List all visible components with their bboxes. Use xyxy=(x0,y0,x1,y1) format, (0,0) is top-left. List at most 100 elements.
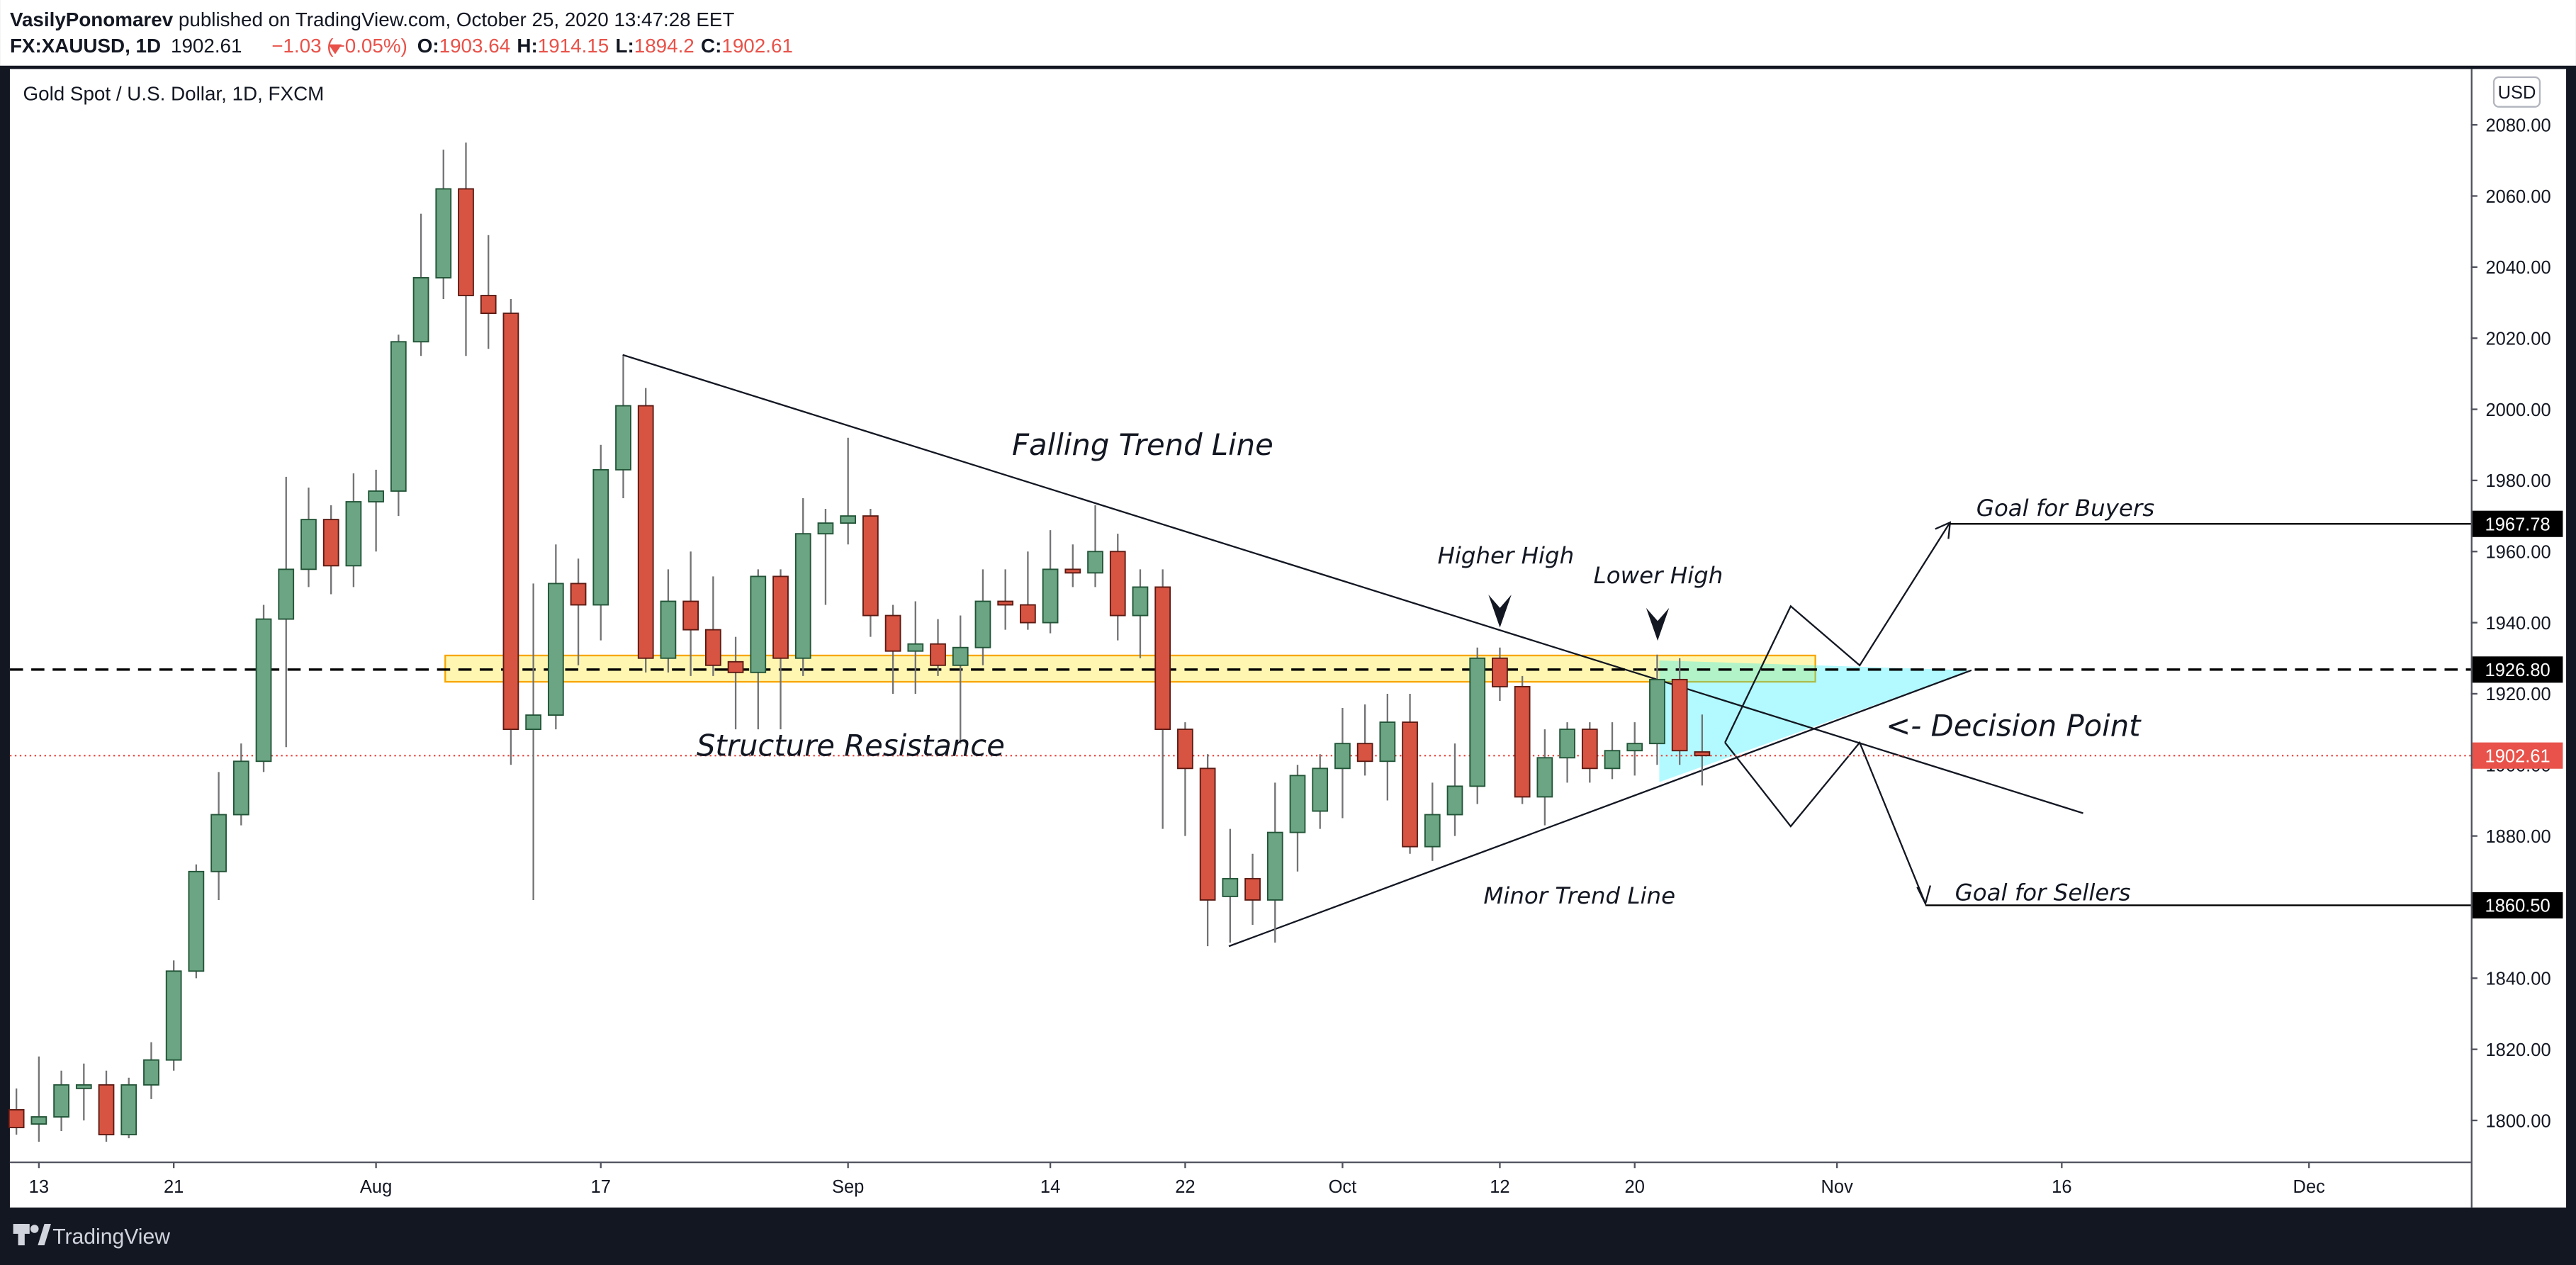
ohlc-value: 1894.2 xyxy=(634,35,694,57)
x-tick-label: 20 xyxy=(1625,1177,1645,1197)
arrow-head xyxy=(1916,885,1932,906)
candle-body xyxy=(570,583,587,606)
candle-body xyxy=(1402,721,1418,848)
x-tick-label: 17 xyxy=(591,1177,611,1197)
y-tick-label: 2080.00 xyxy=(2485,116,2550,135)
candle-body xyxy=(1334,743,1351,770)
y-tick-label: 2060.00 xyxy=(2485,187,2550,207)
arrow-head xyxy=(1935,521,1952,539)
candle-body xyxy=(840,515,857,524)
down-triangle xyxy=(328,44,342,55)
y-tick-label: 2000.00 xyxy=(2485,400,2550,420)
logo-part xyxy=(38,1224,51,1246)
candle-body xyxy=(1492,657,1508,687)
candle-body xyxy=(188,870,205,972)
minor-trend-line xyxy=(1228,669,1972,948)
candle-body xyxy=(1469,657,1486,787)
x-tick-label: 14 xyxy=(1040,1177,1060,1197)
candle-body xyxy=(412,276,429,343)
footer-brand: TradingView xyxy=(52,1225,170,1249)
price-label-bg xyxy=(2472,510,2563,537)
x-tick-label: Dec xyxy=(2293,1177,2326,1197)
y-tick-label: 1820.00 xyxy=(2485,1040,2550,1060)
y-tick-label: 1960.00 xyxy=(2485,543,2550,563)
sellers-path xyxy=(1724,741,1927,904)
price-label: 1967.78 xyxy=(2485,515,2550,534)
ohlc-value: 1902.61 xyxy=(721,35,792,57)
chart-title: Gold Spot / U.S. Dollar, 1D, FXCM xyxy=(23,82,325,104)
x-tick-label: Oct xyxy=(1329,1177,1357,1197)
published: published on TradingView.com, October 25… xyxy=(173,9,734,30)
candle-body xyxy=(75,1084,92,1089)
annotation: Minor Trend Line xyxy=(1483,882,1675,909)
y-tick-label: 1840.00 xyxy=(2485,969,2550,989)
price-label: 1926.80 xyxy=(2485,660,2550,680)
candle-body xyxy=(30,1116,47,1125)
header-bg xyxy=(0,0,2576,66)
candle-body xyxy=(615,405,631,471)
annotation: Higher High xyxy=(1437,542,1574,569)
ohlc-label: H: xyxy=(517,35,537,57)
candle-body xyxy=(1199,768,1216,901)
chart-area xyxy=(9,69,2567,1208)
price-label: 1902.61 xyxy=(2485,746,2550,766)
x-tick-label: Sep xyxy=(832,1177,864,1197)
x-tick-label: 13 xyxy=(29,1177,49,1197)
price-label-bg xyxy=(2472,656,2563,683)
candle-body xyxy=(637,405,654,659)
candle-body xyxy=(480,295,497,315)
candle-body xyxy=(1020,604,1036,624)
candle-body xyxy=(1694,751,1711,757)
y-tick-label: 1920.00 xyxy=(2485,685,2550,704)
candle-body xyxy=(1312,768,1329,812)
last-price: 1902.61 xyxy=(171,35,242,57)
candle-body xyxy=(300,519,317,570)
candle-body xyxy=(1042,568,1059,624)
annotation: Lower High xyxy=(1594,562,1723,589)
candle-body xyxy=(1514,685,1531,798)
candle-body xyxy=(278,568,295,620)
currency: USD xyxy=(2498,83,2536,103)
candle-body xyxy=(458,188,474,296)
y-tick-label: 2040.00 xyxy=(2485,258,2550,278)
x-tick-label: 21 xyxy=(164,1177,184,1197)
candle-body xyxy=(435,188,452,279)
x-tick-label: Aug xyxy=(360,1177,392,1197)
ohlc-label: L: xyxy=(615,35,634,57)
candle-body xyxy=(165,970,182,1061)
y-tick-label: 1800.00 xyxy=(2485,1111,2550,1131)
x-tick-label: 16 xyxy=(2052,1177,2071,1197)
candle-body xyxy=(952,646,969,666)
candle-body xyxy=(1536,757,1553,798)
candle-body xyxy=(120,1084,137,1136)
candle-body xyxy=(682,600,699,631)
candle-body xyxy=(53,1084,69,1118)
ohlc-value: 1914.15 xyxy=(538,35,609,57)
candle-body xyxy=(1266,831,1283,901)
buyers-path xyxy=(1724,522,1951,743)
candle-body xyxy=(1356,743,1373,763)
candle-body xyxy=(1154,586,1171,731)
candle-body xyxy=(1604,750,1621,770)
candle-body xyxy=(1626,743,1643,752)
candle-body xyxy=(98,1084,115,1136)
price-label-bg xyxy=(2472,892,2563,919)
candle-body xyxy=(1671,678,1688,752)
ohlc-label: O: xyxy=(417,35,439,57)
candle-body xyxy=(143,1059,159,1086)
candle-body xyxy=(1109,551,1126,617)
candle-body xyxy=(1064,568,1081,574)
candle-body xyxy=(997,600,1014,606)
candle-body xyxy=(727,660,744,673)
candle-body xyxy=(1132,586,1149,617)
candle-body xyxy=(322,519,339,567)
annotation: Goal for Buyers xyxy=(1976,495,2154,522)
candle-body xyxy=(974,600,991,648)
annotation: <- Decision Point xyxy=(1886,709,2142,743)
price-label: 1860.50 xyxy=(2485,896,2550,916)
candle-body xyxy=(907,643,924,652)
x-tick-label: Nov xyxy=(1821,1177,1854,1197)
candle-body xyxy=(232,760,249,816)
y-tick-label: 2020.00 xyxy=(2485,329,2550,349)
candle-body xyxy=(1087,551,1103,574)
